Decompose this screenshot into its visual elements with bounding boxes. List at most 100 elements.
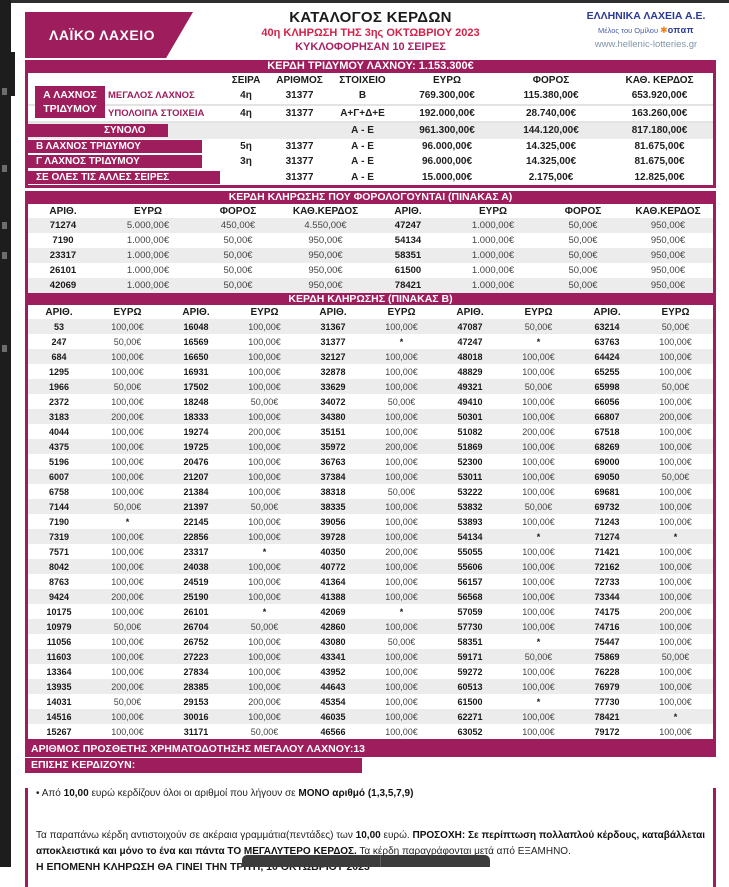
winning-number-cell: 8042: [48, 561, 70, 572]
table-header-row: ΑΡΙΘ. ΕΥΡΩ ΦΟΡΟΣ ΚΑΘ.ΚΕΡΔΟΣ ΑΡΙΘ. ΕΥΡΩ ΦΟΡΟΣ ΚΑ…: [28, 204, 713, 218]
winning-number-cell: 27223: [183, 651, 209, 662]
winning-number-cell: 39728: [320, 531, 346, 542]
winning-number-cell: 61500: [457, 696, 483, 707]
winning-number-cell: 31367: [320, 321, 346, 332]
edge-speck: [2, 222, 7, 229]
winning-number-cell: 69681: [594, 486, 620, 497]
amount-cell: 100,00€: [248, 456, 281, 467]
amount-cell: 50,00€: [113, 621, 142, 632]
amount-cell: 5.000,00€: [126, 220, 170, 231]
winning-number-cell: 48829: [457, 366, 483, 377]
amount-cell: 100,00€: [522, 351, 555, 362]
amount-cell: 100,00€: [659, 696, 692, 707]
amount-cell: 100,00€: [659, 726, 692, 737]
amount-cell: 200,00€: [111, 591, 144, 602]
winning-number-cell: 10175: [46, 606, 72, 617]
amount-cell: 200,00€: [659, 606, 692, 617]
winning-number-cell: 69050: [594, 471, 620, 482]
amount-cell: 100,00€: [248, 486, 281, 497]
cell: 81.675,00€: [634, 156, 685, 168]
winning-number-cell: 38335: [320, 501, 346, 512]
row-sublabel: ΥΠΟΛΟΙΠΑ ΣΤΟΙΧΕΙΑ: [108, 107, 205, 119]
text-segment: ευρώ.: [380, 830, 413, 841]
screen-edge-top: [0, 0, 729, 3]
winning-number-cell: 40772: [320, 561, 346, 572]
table-row: 6758 100,00€ 21384 100,00€ 38318 50,00€ 53222 1…: [28, 484, 713, 499]
amount-cell: 950,00€: [650, 250, 686, 261]
amount-cell: *: [125, 516, 130, 527]
document-page: ΛΑΪΚΟ ΛΑΧΕΙΟ ΚΑΤΑΛΟΓΟΣ ΚΕΡΔΩΝ 40η ΚΛΗΡΩΣ…: [25, 8, 716, 887]
winning-number-cell: 53893: [457, 516, 483, 527]
table-row: 8042 100,00€ 24038 100,00€ 40772 100,00€ 55606…: [28, 559, 713, 574]
winning-number-cell: 6758: [48, 486, 70, 497]
amount-cell: 100,00€: [659, 396, 692, 407]
amount-cell: 100,00€: [522, 591, 555, 602]
amount-cell: 100,00€: [659, 636, 692, 647]
winning-number-cell: 79172: [594, 726, 620, 737]
amount-cell: 100,00€: [248, 666, 281, 677]
amount-cell: 200,00€: [111, 681, 144, 692]
table-row: 1966 50,00€ 17502 100,00€ 33629 100,00€ 49321 5…: [28, 379, 713, 394]
triple-row: ΜΕΓΑΛΟΣ ΛΑΧΝΟΣ 4η 31377 Β 769.300,00€ 115.380…: [28, 88, 713, 106]
amount-cell: 50,00€: [661, 651, 690, 662]
winning-number-cell: 21384: [183, 486, 209, 497]
amount-cell: 200,00€: [248, 426, 281, 437]
amount-cell: 50,00€: [387, 636, 416, 647]
table-row: 53 100,00€ 16048 100,00€ 31367 100,00€ 47087 50…: [28, 319, 713, 334]
column-header: ΕΥΡΩ: [478, 205, 508, 217]
text-segment: ΠΡΟΣΟΧΗ: Σε περίπτωση πολλαπλού κέρδους,…: [36, 830, 705, 857]
winning-number-cell: 15267: [46, 726, 72, 737]
winning-number-cell: 43080: [320, 636, 346, 647]
cell: 14.325,00€: [525, 140, 577, 152]
table-row: 10979 50,00€ 26704 50,00€ 42860 100,00€ 57730 1…: [28, 619, 713, 634]
cell: 14.325,00€: [525, 156, 577, 168]
winning-number-cell: 78421: [394, 280, 422, 291]
opap-star-icon: ✱: [660, 25, 668, 35]
toolbar-segment-right[interactable]: [381, 855, 490, 867]
amount-cell: 100,00€: [248, 366, 281, 377]
amount-cell: *: [673, 531, 678, 542]
cell: 653.920,00€: [631, 90, 688, 102]
amount-cell: 100,00€: [111, 711, 144, 722]
toolbar-segment-left[interactable]: [242, 855, 381, 867]
winning-number-cell: 22856: [183, 531, 209, 542]
table-b-title-banner: ΚΕΡΔΗ ΚΛΗΡΩΣΗΣ (ΠΙΝΑΚΑΣ Β): [25, 293, 716, 305]
group-label-bar: Γ ΛΑΧΝΟΣ ΤΡΙΔΥΜΟΥ: [28, 155, 202, 169]
amount-cell: 100,00€: [248, 711, 281, 722]
text-segment: ΜΟΝΟ αριθμό (1,3,5,7,9): [298, 788, 414, 799]
winning-number-cell: 41364: [320, 576, 346, 587]
winning-number-cell: 32127: [320, 351, 346, 362]
winning-number-cell: 21397: [183, 501, 209, 512]
amount-cell: 50,00€: [661, 381, 690, 392]
amount-cell: 100,00€: [659, 576, 692, 587]
row-label-area: ΣΕ ΟΛΕΣ ΤΙΣ ΑΛΛΕΣ ΣΕΙΡΕΣ: [28, 170, 220, 186]
winning-number-cell: 68269: [594, 441, 620, 452]
amount-cell: 100,00€: [248, 381, 281, 392]
column-header: ΦΟΡΟΣ: [532, 75, 570, 86]
winning-number-cell: 72162: [594, 561, 620, 572]
winning-number-cell: 7144: [48, 501, 70, 512]
amount-cell: 1.000,00€: [126, 280, 170, 291]
winning-number-cell: 63763: [594, 336, 620, 347]
cell: Α+Γ+Δ+Ε: [340, 107, 385, 119]
cell: 31377: [285, 140, 314, 152]
winning-number-cell: 16048: [183, 321, 209, 332]
winning-number-cell: 3183: [48, 411, 70, 422]
amount-cell: 50,00€: [113, 696, 142, 707]
winning-number-cell: 65998: [594, 381, 620, 392]
table-row: 5196 100,00€ 20476 100,00€ 36763 100,00€ 52300…: [28, 454, 713, 469]
winning-number-cell: 75869: [594, 651, 620, 662]
table-row: 11603 100,00€ 27223 100,00€ 43341 100,00€ 5917…: [28, 649, 713, 664]
amount-cell: 100,00€: [111, 321, 144, 332]
amount-cell: 200,00€: [659, 411, 692, 422]
winning-number-cell: 684: [51, 351, 67, 362]
winning-number-cell: 24038: [183, 561, 209, 572]
row-sublabel: ΜΕΓΑΛΟΣ ΛΑΧΝΟΣ: [108, 90, 195, 102]
amount-cell: 50,00€: [524, 501, 553, 512]
amount-cell: 100,00€: [522, 411, 555, 422]
amount-cell: 100,00€: [522, 441, 555, 452]
bottom-toolbar[interactable]: [242, 855, 490, 867]
triple-row: Β ΛΑΧΝΟΣ ΤΡΙΔΥΜΟΥ 5η 31377 Α - Ε 96.000,00€ 1…: [28, 139, 713, 155]
winning-number-cell: 53222: [457, 486, 483, 497]
amount-cell: 100,00€: [111, 471, 144, 482]
